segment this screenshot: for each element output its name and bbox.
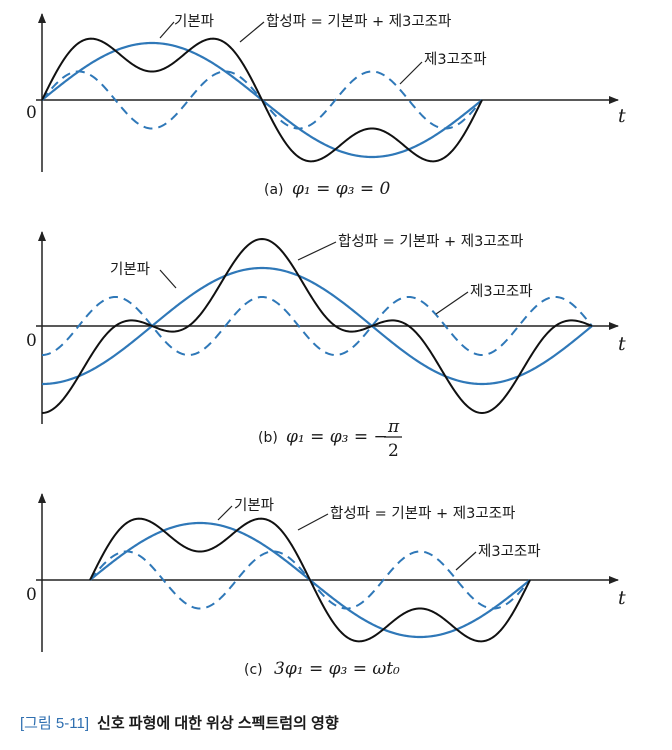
panel-c-third-harmonic-leader xyxy=(455,551,477,571)
panel-a-composite-label: 합성파 = 기본파 + 제3고조파 xyxy=(266,13,451,30)
panel-c-composite-label: 합성파 = 기본파 + 제3고조파 xyxy=(330,505,515,522)
panel-c-composite-curve xyxy=(89,517,531,643)
figure-caption-text: 신호 파형에 대한 위상 스펙트럼의 영향 xyxy=(97,715,339,732)
panel-b-caption-fraction-denominator: 2 xyxy=(388,441,399,461)
panel-a-caption-formula: φ₁ = φ₃ = 0 xyxy=(292,179,391,199)
panel-a-third-harmonic-label: 제3고조파 xyxy=(424,51,487,68)
panel-c-composite-leader xyxy=(297,513,329,531)
panel-b-composite-curve xyxy=(41,237,593,415)
panel-c-time-label: t xyxy=(618,587,626,609)
panel-c-origin-label: 0 xyxy=(26,585,37,605)
panel-b-caption-prefix: (b) xyxy=(258,430,278,446)
figure-caption-number: [그림 5-11] xyxy=(20,715,90,732)
panel-a-origin-label: 0 xyxy=(26,103,37,123)
panel-c-caption-prefix: (c) xyxy=(244,662,263,678)
panel-c-fundamental-label: 기본파 xyxy=(234,497,274,514)
panel-a-composite-curve xyxy=(41,37,483,163)
panel-a-caption-prefix: (a) xyxy=(264,182,284,198)
panel-a-third-harmonic-leader xyxy=(399,61,423,85)
panel-a-fundamental-label: 기본파 xyxy=(174,13,214,30)
panel-b-third-harmonic-label: 제3고조파 xyxy=(470,283,533,300)
panel-b: 0 t 기본파 합성파 = 기본파 + 제3고조파 제3고조파 (b) φ₁ =… xyxy=(26,231,626,461)
panel-b-fundamental-leader xyxy=(159,269,177,289)
panel-c-third-harmonic-label: 제3고조파 xyxy=(478,543,541,560)
panel-b-third-harmonic-curve xyxy=(41,295,593,357)
panel-b-caption-formula: φ₁ = φ₃ = − xyxy=(286,427,388,447)
panel-c-fundamental-leader xyxy=(217,505,233,521)
panel-a-composite-leader xyxy=(239,21,265,43)
panel-a-time-label: t xyxy=(618,105,626,127)
panel-b-time-label: t xyxy=(618,333,626,355)
panel-a: 0 t 기본파 합성파 = 기본파 + 제3고조파 제3고조파 (a) φ₁ =… xyxy=(26,13,626,199)
figure-caption: [그림 5-11] 신호 파형에 대한 위상 스펙트럼의 영향 xyxy=(20,712,660,736)
panel-c: 0 t 기본파 합성파 = 기본파 + 제3고조파 제3고조파 (c) 3φ₁ … xyxy=(26,493,626,679)
panel-b-fundamental-curve xyxy=(41,266,593,386)
panel-b-origin-label: 0 xyxy=(26,331,37,351)
panel-b-composite-leader xyxy=(297,241,337,261)
panel-b-third-harmonic-leader xyxy=(435,291,469,315)
panel-a-fundamental-leader xyxy=(159,21,175,39)
panel-b-composite-label: 합성파 = 기본파 + 제3고조파 xyxy=(338,233,523,250)
panel-b-fundamental-label: 기본파 xyxy=(110,261,150,278)
panel-b-caption-fraction-numerator: π xyxy=(387,417,400,437)
panel-c-caption-formula: 3φ₁ = φ₃ = ωt₀ xyxy=(274,659,400,679)
